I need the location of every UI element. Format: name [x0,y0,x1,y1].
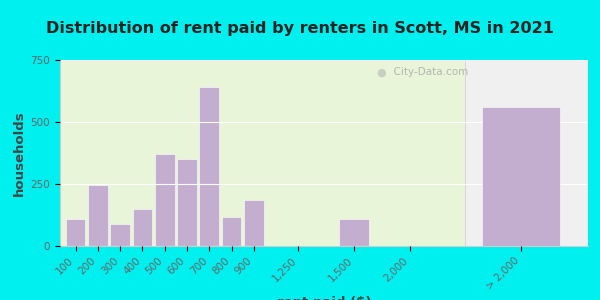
Bar [66,219,85,246]
Bar [199,87,219,246]
Bar [222,218,241,246]
Text: Distribution of rent paid by renters in Scott, MS in 2021: Distribution of rent paid by renters in … [46,21,554,36]
X-axis label: rent paid ($): rent paid ($) [277,296,371,300]
Bar [340,219,369,246]
Text: City-Data.com: City-Data.com [388,68,469,77]
Bar [133,209,152,246]
Bar [88,185,107,246]
Bar [244,200,263,246]
Text: ●: ● [377,68,386,77]
Bar [110,224,130,246]
Bar [177,159,197,246]
Y-axis label: households: households [13,110,26,196]
Bar [482,107,560,246]
Bar [155,154,175,246]
